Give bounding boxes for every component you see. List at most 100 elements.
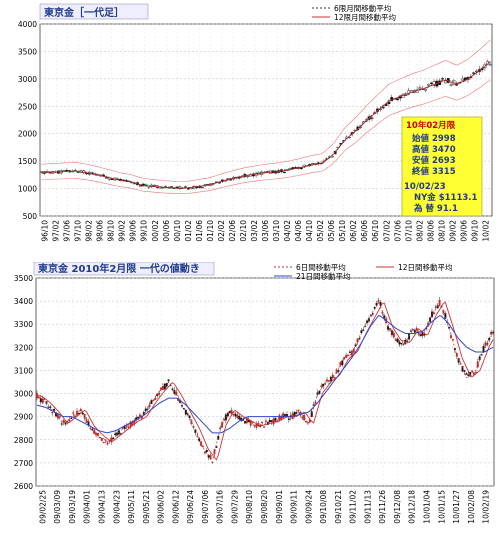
candle-body	[201, 186, 204, 189]
candle-body	[62, 420, 65, 423]
x-tick-label: 05/10	[338, 220, 347, 242]
candle-body	[232, 414, 235, 416]
candle-body	[467, 374, 470, 376]
candle-body	[333, 377, 336, 379]
candle-body	[244, 421, 246, 424]
candle-body	[153, 184, 156, 187]
x-tick-label: 09/11/02	[349, 490, 358, 524]
x-tick-label: 09/07/29	[230, 490, 239, 524]
candle-body	[460, 78, 464, 81]
x-tick-label: 09/09/24	[304, 490, 313, 524]
ma12-lower-band	[41, 79, 491, 194]
candle-body	[400, 342, 403, 345]
candle-body	[434, 306, 437, 308]
candle-body	[488, 337, 491, 341]
candle-body	[81, 412, 84, 415]
candle-body	[473, 372, 475, 375]
x-tick-label: 09/04/01	[83, 490, 92, 524]
x-tick-label: 09/09/11	[290, 490, 299, 524]
candle-body	[314, 401, 317, 404]
x-tick-label: 09/12/18	[408, 490, 417, 524]
candle-body	[160, 387, 162, 390]
x-tick-label: 04/06	[294, 220, 303, 242]
candle-body	[190, 420, 193, 424]
candle-body	[104, 439, 107, 441]
x-tick-label: 98/10	[107, 220, 116, 242]
candle-body	[360, 330, 363, 334]
x-tick-label: 09/12/08	[393, 490, 402, 524]
candle-body	[163, 383, 166, 390]
x-tick-label: 10/01/27	[452, 490, 461, 524]
candle-body	[200, 441, 203, 446]
x-tick-label: 09/08/20	[260, 490, 269, 524]
candle-body	[444, 313, 447, 319]
x-tick-label: 07/10	[404, 220, 413, 242]
x-tick-label: 02/02	[217, 220, 226, 242]
candle-body	[441, 78, 444, 80]
candle-body	[347, 354, 349, 356]
candle-body	[186, 413, 189, 415]
x-tick-label: 03/06	[261, 220, 270, 242]
candle-body	[60, 423, 63, 425]
candle-body	[476, 361, 479, 368]
info-box-fx: 為 替 91.1	[413, 203, 458, 214]
x-tick-label: 09/11/13	[363, 490, 372, 524]
candle-body	[102, 442, 105, 444]
info-box-date: 10/02/23	[404, 182, 446, 192]
x-tick-label: 09/11/26	[378, 490, 387, 524]
info-box-line: 終値 3315	[412, 166, 456, 177]
candle-body	[224, 414, 227, 421]
candle-body	[395, 98, 399, 101]
y-tick-label: 3300	[14, 320, 33, 329]
candle-body	[114, 433, 117, 436]
candle-body	[373, 307, 376, 309]
x-tick-label: 07/02	[382, 220, 391, 242]
candle-body	[448, 327, 451, 329]
ma21-line	[36, 315, 494, 434]
y-tick-label: 3100	[14, 366, 33, 375]
candle-body	[186, 188, 190, 190]
candle-body	[138, 185, 142, 187]
candle-body	[408, 333, 411, 340]
legend-label: 6日間移動平均	[296, 262, 346, 272]
candle-body	[148, 404, 151, 408]
candle-body	[431, 311, 433, 318]
top-candlestick-chart: 東京金［一代足］ 500 1000 1500 2000 2500 3000 3500 4000 9…	[18, 3, 493, 242]
candle-body	[209, 455, 212, 460]
candle-body	[51, 412, 54, 414]
candle-body	[100, 438, 103, 441]
candle-body	[443, 80, 447, 84]
candle-body	[261, 421, 264, 424]
candle-body	[265, 420, 267, 422]
candle-body	[423, 334, 426, 336]
x-tick-label: 09/06	[459, 220, 468, 242]
candle-body	[472, 72, 476, 74]
candle-body	[465, 373, 468, 375]
candle-body	[175, 391, 178, 396]
y-tick-label: 2500	[18, 102, 37, 111]
candle-body	[335, 369, 338, 374]
x-tick-label: 05/06	[327, 220, 336, 242]
y-tick-label: 3000	[18, 75, 37, 84]
x-tick-label: 02/06	[228, 220, 237, 242]
x-tick-label: 09/04/13	[97, 490, 106, 524]
x-tick-label: 96/10	[41, 220, 50, 242]
candle-body	[381, 311, 384, 314]
x-tick-label: 09/07/06	[201, 490, 210, 524]
candle-body	[311, 163, 315, 165]
candle-body	[137, 417, 140, 419]
candle-body	[72, 412, 75, 414]
x-tick-label: 03/10	[272, 220, 281, 242]
candle-body	[489, 64, 492, 66]
candle-body	[449, 84, 453, 86]
x-tick-label: 09/09/01	[275, 490, 284, 524]
candle-body	[158, 392, 161, 395]
candle-body	[85, 419, 88, 423]
x-tick-label: 09/06/02	[157, 490, 166, 524]
info-box-ny: NY金 $1113.1	[414, 192, 478, 203]
y-tick-label: 2800	[14, 436, 33, 445]
candle-body	[303, 414, 306, 421]
y-tick-label: 2900	[14, 413, 33, 422]
y-tick-label: 3400	[14, 297, 33, 306]
